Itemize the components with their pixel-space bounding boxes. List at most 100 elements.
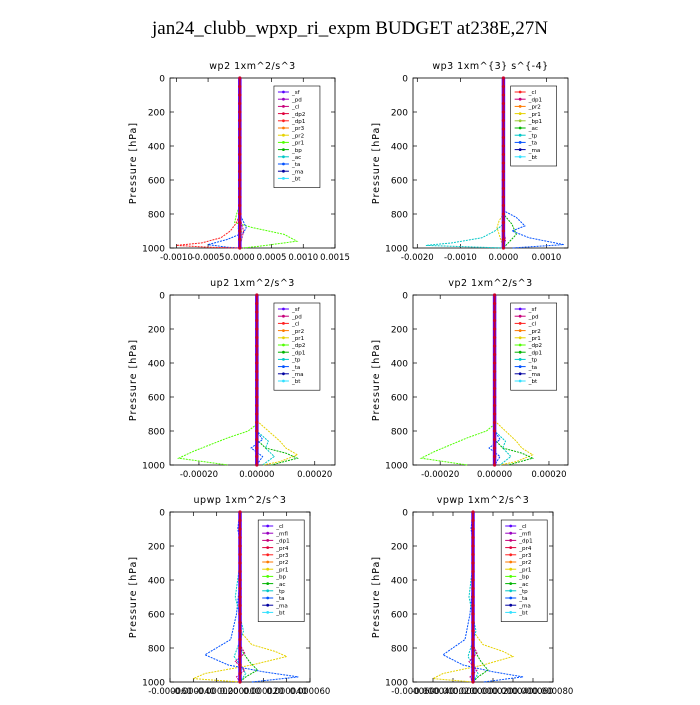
legend-label: _tp (291, 358, 301, 364)
zero-stack-marker (492, 327, 497, 331)
zero-stack-marker (501, 161, 506, 165)
x-tick-label: 0.00020 (531, 470, 566, 480)
zero-stack-marker (492, 463, 497, 467)
zero-stack-marker (492, 420, 497, 425)
zero-stack-marker (255, 454, 259, 459)
legend-marker (282, 133, 285, 137)
zero-stack-marker (492, 437, 497, 442)
legend-marker (282, 105, 285, 108)
legend-marker (509, 596, 513, 600)
panel-5: upwp 1xm^2/s^3 0 200 400 600 800 1000-0.000060… (128, 495, 330, 697)
legend-label: _bp (518, 575, 529, 581)
zero-stack-marker (238, 246, 242, 250)
legend-label: _dp1 (518, 539, 533, 545)
zero-stack-marker (471, 637, 475, 642)
plot-frame (169, 77, 336, 249)
zero-stack-marker (238, 212, 242, 216)
legend-label: _ma (291, 372, 304, 378)
legend-marker (282, 177, 285, 180)
zero-stack-marker (238, 535, 242, 540)
zero-stack-marker (238, 110, 242, 114)
y-tick-label: 200 (391, 109, 408, 119)
x-tick-label: 0.0010 (532, 253, 562, 263)
zero-stack-marker (238, 220, 242, 225)
x-tick-label: -0.000020 (431, 687, 475, 697)
legend-marker (282, 379, 285, 383)
legend-marker (282, 358, 285, 361)
legend-marker (266, 553, 270, 557)
legend-label: _dp2 (291, 343, 305, 349)
panel-3: up2 1xm^2/s^3 0 200 400 600 800 1000 -0.00020 0.… (128, 278, 336, 480)
y-tick-label: 1000 (385, 679, 408, 689)
y-tick-label: 800 (148, 428, 165, 438)
zero-stack-marker (255, 327, 259, 331)
zero-stack-marker (501, 246, 506, 250)
y-axis-label: Pressure [hPa] (371, 122, 382, 204)
zero-stack-marker (238, 612, 242, 616)
zero-stack-marker (471, 552, 475, 557)
zero-stack-marker (238, 544, 242, 548)
legend-marker (282, 336, 285, 340)
legend-marker (518, 119, 522, 123)
legend-label: _pr2 (528, 105, 541, 111)
legend-marker (518, 155, 522, 159)
legend-label: _ma (275, 603, 288, 609)
zero-stack-marker (471, 569, 475, 574)
legend-marker (266, 611, 270, 614)
zero-stack-marker (471, 535, 475, 540)
zero-stack-marker (255, 437, 259, 442)
legend-label: _dp1 (528, 97, 543, 103)
x-tick-label: 0.000020 (243, 687, 284, 697)
zero-stack-marker (492, 429, 497, 433)
legend-label: _ta (518, 596, 527, 602)
legend-label: _dp2 (528, 343, 542, 349)
zero-stack-marker (255, 403, 259, 408)
zero-stack-marker (238, 127, 242, 131)
legend-marker (518, 90, 522, 94)
y-tick-label: 0 (402, 509, 408, 519)
x-tick-label: -0.000040 (172, 687, 216, 697)
zero-stack-marker (492, 344, 497, 348)
legend-marker (509, 603, 513, 607)
zero-stack-marker (501, 127, 506, 131)
y-tick-label: 400 (391, 143, 408, 153)
legend-label: _bt (291, 379, 301, 385)
plot-frame (412, 294, 569, 466)
legend-label: _bt (291, 177, 301, 183)
legend-label: _ac (275, 582, 285, 588)
x-tick-label: -0.0005 (192, 253, 225, 263)
zero-stack-marker (238, 552, 242, 557)
legend-label: _tp (528, 133, 538, 139)
y-tick-label: 400 (148, 360, 165, 370)
legend-marker (509, 582, 513, 585)
legend-marker (266, 524, 270, 528)
legend-marker (266, 596, 270, 600)
zero-stack-marker (501, 186, 506, 191)
zero-stack-marker (471, 612, 475, 616)
zero-stack-marker (501, 135, 506, 140)
figure-title: jan24_clubb_wpxp_ri_expm BUDGET at238E,2… (152, 18, 548, 39)
zero-stack-marker (255, 463, 259, 467)
zero-stack-marker (238, 237, 242, 242)
zero-stack-marker (471, 663, 475, 667)
y-tick-label: 800 (391, 211, 408, 221)
legend-marker (282, 119, 285, 123)
zero-stack-marker (492, 318, 497, 323)
legend-marker (518, 358, 522, 361)
legend-label: _ma (518, 603, 531, 609)
legend-label: _pr3 (518, 553, 532, 559)
zero-stack-marker (492, 352, 497, 357)
zero-stack-marker (255, 335, 259, 340)
zero-stack-marker (471, 595, 475, 599)
panel-title: wp2 1xm^2/s^3 (209, 61, 295, 72)
zero-stack-marker (238, 620, 242, 625)
legend-label: _sf (291, 90, 301, 96)
y-tick-label: 600 (148, 177, 165, 187)
zero-stack-marker (238, 569, 242, 574)
legend-marker (509, 524, 513, 528)
legend-label: _dp1 (291, 119, 306, 125)
zero-stack-marker (501, 195, 506, 199)
x-tick-label: 0.0010 (288, 253, 318, 263)
legend-marker (509, 539, 513, 542)
legend-label: _pr2 (518, 560, 531, 566)
